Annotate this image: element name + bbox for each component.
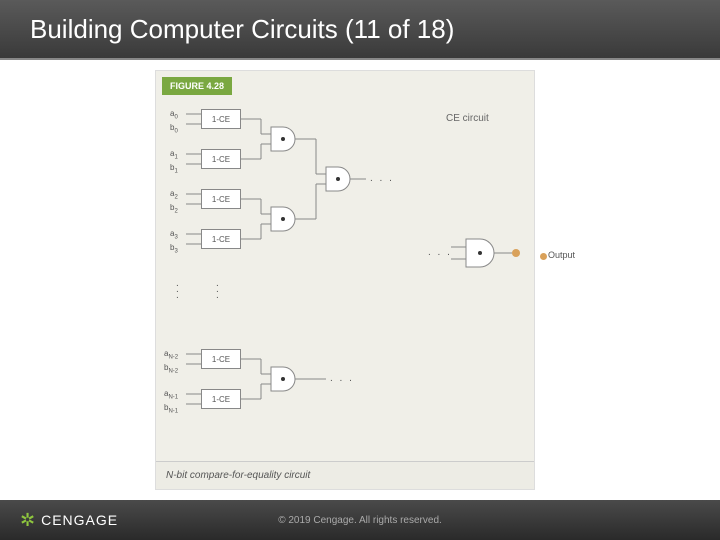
figure-caption: N-bit compare-for-equality circuit [156, 461, 534, 489]
circuit-svg [156, 71, 536, 491]
output-label: Output [548, 250, 575, 260]
ce-circuit-label: CE circuit [446, 113, 489, 124]
output-node [540, 253, 547, 260]
footer-bar: ✲ CENGAGE © 2019 Cengage. All rights res… [0, 500, 720, 540]
slide-header: Building Computer Circuits (11 of 18) [0, 0, 720, 60]
slide-title: Building Computer Circuits (11 of 18) [30, 14, 454, 45]
output-dot [512, 249, 520, 257]
copyright-text: © 2019 Cengage. All rights reserved. [278, 515, 442, 526]
ellipsis-l2b: . . . [330, 373, 354, 384]
brand-logo: ✲ CENGAGE [20, 510, 118, 531]
brand-text: CENGAGE [41, 512, 118, 528]
ellipsis-final: . . . [428, 247, 452, 258]
ellipsis-l2: . . . [370, 173, 394, 184]
logo-star-icon: ✲ [20, 510, 35, 531]
figure-area: FIGURE 4.28 a0 b0 a1 b1 a2 b2 a3 b3 aN-2… [155, 70, 535, 490]
